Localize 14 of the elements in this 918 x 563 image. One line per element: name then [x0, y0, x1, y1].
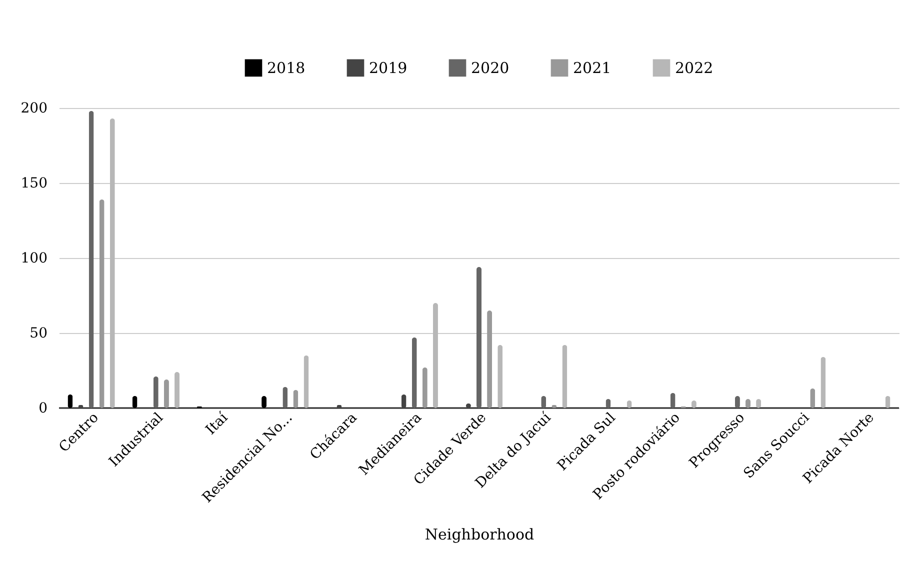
bar: [476, 267, 482, 408]
y-tick-label: 100: [20, 250, 48, 266]
y-tick-label: 50: [30, 326, 48, 342]
bar: [110, 118, 115, 408]
y-tick-label: 200: [20, 100, 48, 116]
legend-label: 2021: [573, 58, 612, 77]
bar: [88, 111, 94, 408]
x-axis-title: Neighborhood: [424, 525, 534, 544]
legend-label: 2022: [675, 58, 714, 77]
y-tick-label: 150: [20, 176, 48, 192]
legend-label: 2019: [369, 58, 408, 77]
legend-label: 2020: [471, 58, 510, 77]
y-tick-label: 0: [38, 400, 48, 416]
legend-label: 2018: [267, 58, 306, 77]
